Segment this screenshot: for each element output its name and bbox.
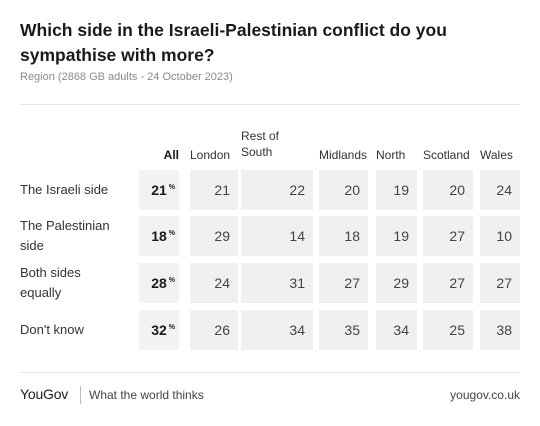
percent-sign: % [168, 276, 175, 284]
region-value-cell: 20 [423, 170, 473, 210]
region-value-cell: 31 [241, 263, 313, 303]
region-value-cell: 14 [241, 216, 313, 256]
region-value-cell: 21 [190, 170, 238, 210]
percent-sign: % [168, 183, 175, 191]
region-value-cell: 10 [480, 216, 520, 256]
percent-sign: % [168, 229, 175, 237]
row-label: The Israeli side [20, 182, 109, 197]
region-value-cell: 18 [319, 216, 368, 256]
column-header: London [190, 148, 231, 162]
column-header: Rest of South [241, 129, 280, 159]
all-value: 18 [151, 228, 167, 244]
percent-sign: % [168, 323, 175, 331]
region-value-cell: 20 [319, 170, 368, 210]
region-value-cell: 24 [190, 263, 238, 303]
region-value-cell: 24 [480, 170, 520, 210]
region-value-cell: 34 [241, 310, 313, 350]
all-value-cell: 28% [139, 263, 179, 303]
region-value-cell: 29 [376, 263, 417, 303]
row-label: Both sides equally [20, 265, 81, 300]
region-value-cell: 19 [376, 170, 417, 210]
region-value-cell: 22 [241, 170, 313, 210]
region-value-cell: 19 [376, 216, 417, 256]
footer-divider [80, 386, 81, 404]
chart-subtitle: Region (2868 GB adults - 24 October 2023… [20, 71, 233, 83]
column-header: Scotland [423, 148, 470, 162]
column-header: North [376, 148, 406, 162]
region-value-cell: 38 [480, 310, 520, 350]
all-value-cell: 21% [139, 170, 179, 210]
column-header: Midlands [319, 148, 368, 162]
chart-title: Which side in the Israeli-Palestinian co… [20, 20, 447, 65]
column-header: All [163, 148, 179, 162]
all-value-cell: 18% [139, 216, 179, 256]
region-value-cell: 34 [376, 310, 417, 350]
row-label: Don't know [20, 322, 84, 337]
region-value-cell: 25 [423, 310, 473, 350]
all-value-cell: 32% [139, 310, 179, 350]
footer-url[interactable]: yougov.co.uk [450, 388, 520, 402]
bottom-divider [20, 372, 520, 373]
region-value-cell: 27 [480, 263, 520, 303]
footer-tagline: What the world thinks [89, 388, 204, 402]
all-value: 28 [151, 275, 167, 291]
region-value-cell: 27 [423, 263, 473, 303]
yougov-logo: YouGov [20, 386, 69, 402]
region-value-cell: 27 [319, 263, 368, 303]
all-value: 32 [151, 322, 167, 338]
region-value-cell: 27 [423, 216, 473, 256]
region-value-cell: 35 [319, 310, 368, 350]
region-value-cell: 26 [190, 310, 238, 350]
all-value: 21 [151, 182, 167, 198]
column-header: Wales [480, 148, 513, 162]
region-value-cell: 29 [190, 216, 238, 256]
row-label: The Palestinian side [20, 218, 110, 253]
top-divider [20, 104, 520, 105]
